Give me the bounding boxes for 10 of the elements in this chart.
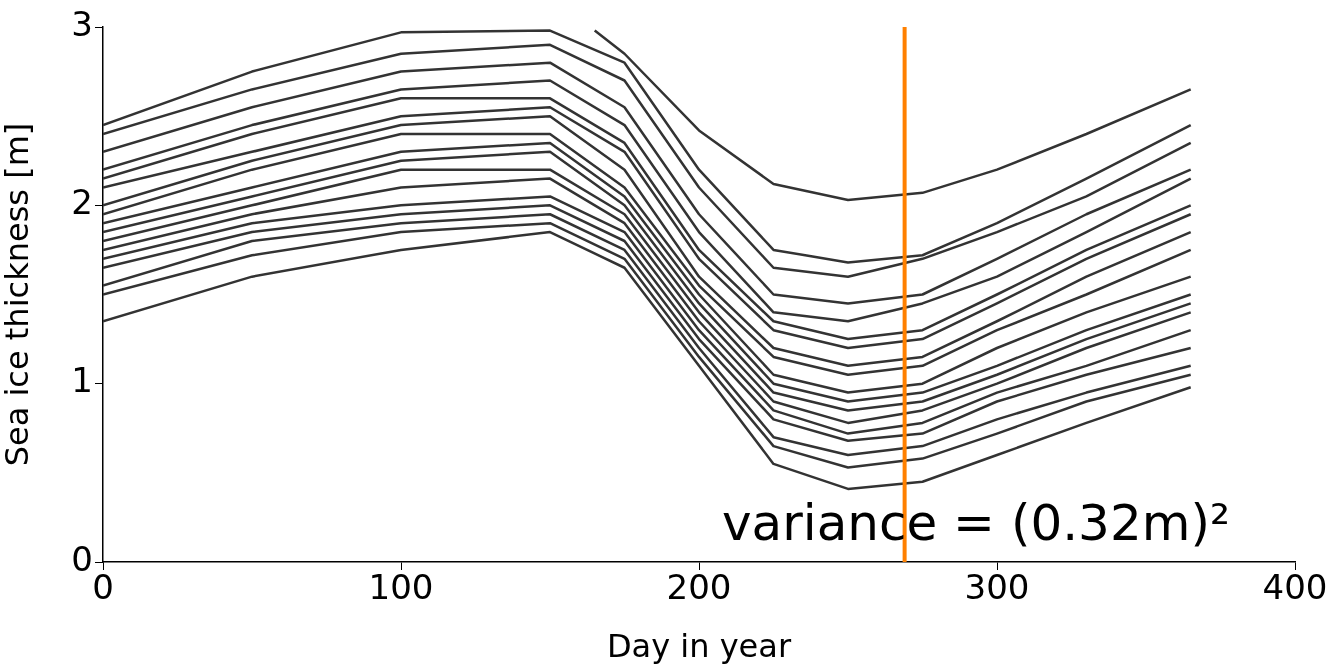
x-tick-label: 400 (1262, 567, 1328, 608)
x-tick-label: 300 (964, 567, 1030, 608)
x-axis-title: Day in year (606, 627, 792, 666)
y-tick-label: 1 (71, 360, 93, 401)
y-tick-label: 2 (71, 182, 93, 223)
y-axis-title: Sea ice thickness [m] (0, 122, 36, 467)
y-tick-label: 3 (71, 3, 93, 44)
y-tick-label: 0 (71, 538, 93, 579)
x-tick-label: 100 (368, 567, 434, 608)
x-tick-label: 200 (666, 567, 732, 608)
